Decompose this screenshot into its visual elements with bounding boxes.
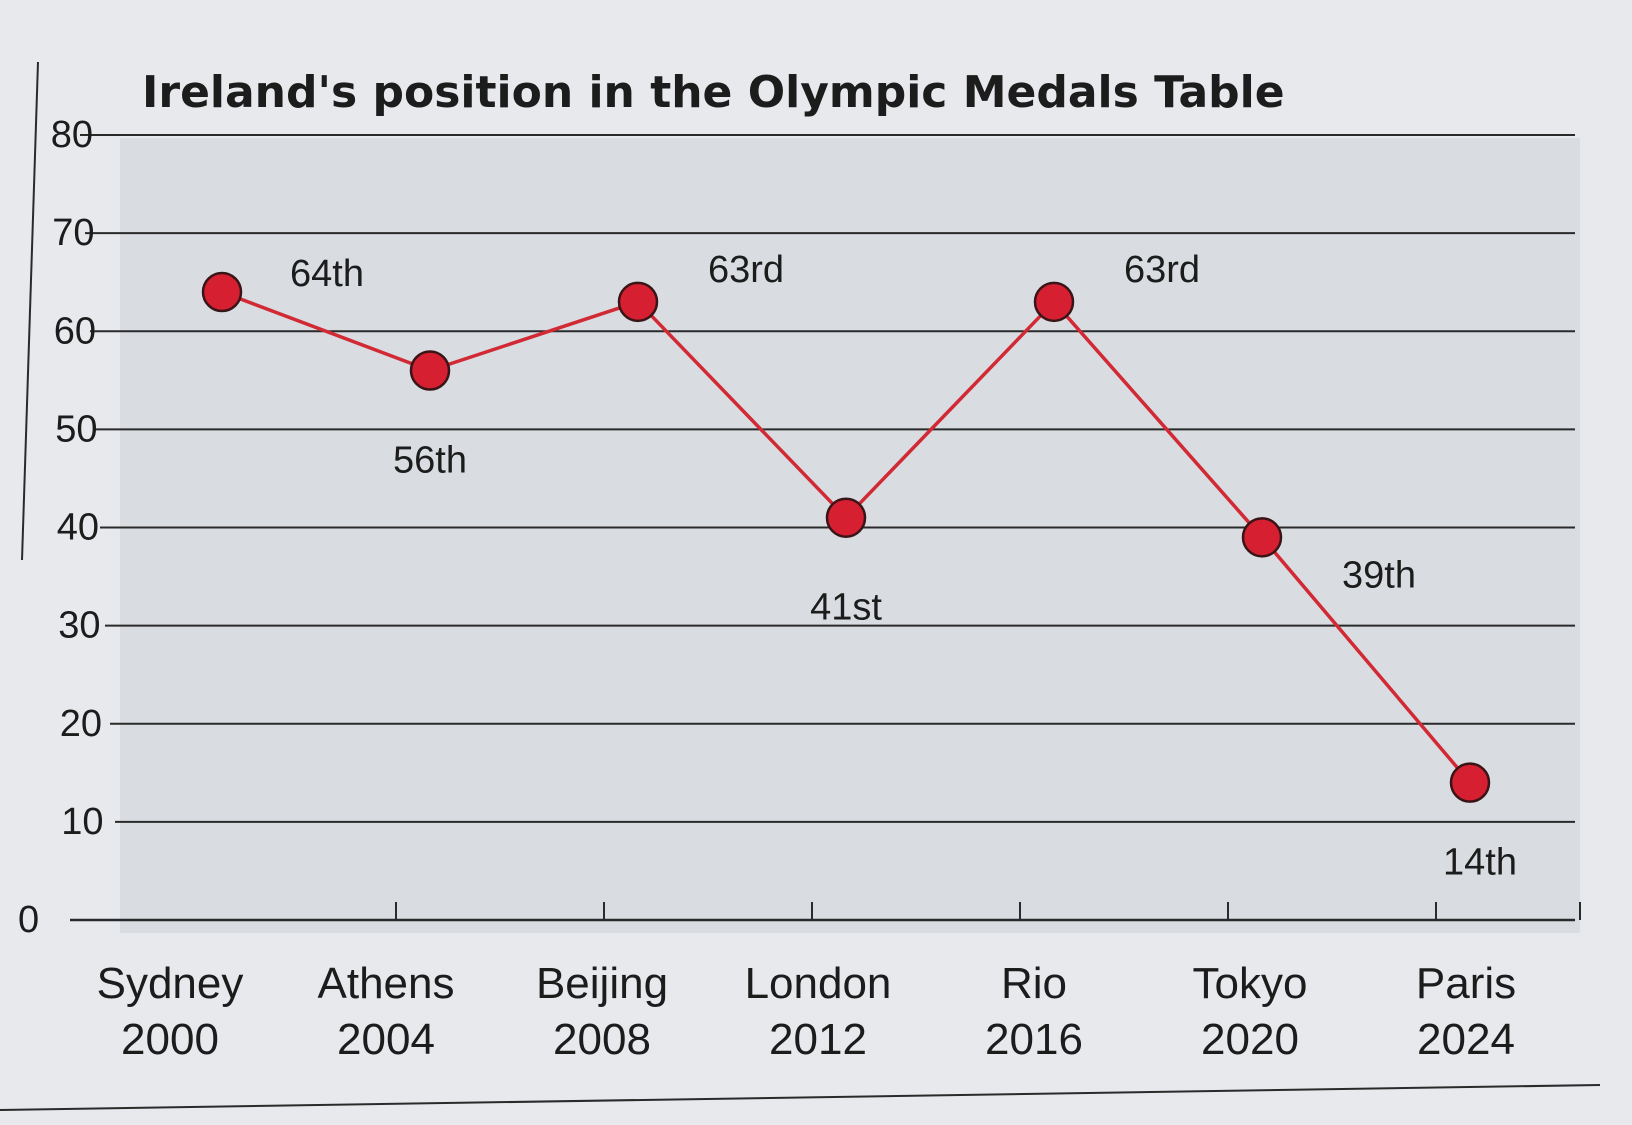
data-label: 63rd [708, 249, 784, 291]
x-tick-label: Tokyo [1193, 959, 1308, 1008]
data-label: 39th [1342, 554, 1416, 596]
data-point [1033, 281, 1075, 323]
x-tick-label: Beijing [536, 959, 668, 1008]
data-point [617, 281, 659, 323]
x-tick-year: 2020 [1201, 1015, 1299, 1064]
y-axis-line [21, 61, 39, 561]
x-tick-year: 2000 [121, 1015, 219, 1064]
x-axis-ticks: Sydney 2000 Athens 2004 Beijing 2008 London 201… [97, 902, 1581, 1064]
x-tick-label: London [745, 959, 892, 1008]
data-label: 41st [810, 587, 882, 629]
x-tick-label: Rio [1001, 959, 1067, 1008]
x-tick-year: 2004 [337, 1015, 435, 1064]
data-label: 14th [1443, 842, 1517, 884]
series-points [201, 271, 1491, 803]
y-tick-label: 80 [51, 114, 93, 156]
y-tick-label: 70 [52, 212, 94, 254]
data-label: 64th [290, 253, 364, 295]
x-tick-label: Sydney [97, 959, 244, 1008]
data-labels: 64th 56th 63rd 41st 63rd 39th 14th [290, 249, 1517, 884]
y-tick-label: 0 [18, 899, 39, 941]
data-point [409, 350, 451, 391]
x-tick-label: Paris [1416, 959, 1516, 1008]
y-tick-label: 40 [57, 507, 99, 549]
x-tick-year: 2008 [553, 1015, 651, 1064]
gridlines [70, 134, 1575, 922]
y-tick-label: 50 [55, 408, 97, 450]
x-tick-year: 2012 [769, 1015, 867, 1064]
chart-title: Ireland's position in the Olympic Medals… [142, 67, 1285, 118]
data-point [1449, 762, 1491, 803]
x-tick-year: 2024 [1417, 1015, 1515, 1064]
data-label: 56th [393, 440, 467, 482]
data-point [201, 271, 243, 313]
y-tick-label: 60 [54, 310, 96, 352]
y-axis-ticks: 0 10 20 30 40 50 60 70 80 [18, 114, 104, 941]
y-tick-label: 10 [61, 801, 103, 843]
y-tick-label: 20 [60, 703, 102, 745]
page-rule [0, 1084, 1601, 1111]
y-tick-label: 30 [58, 605, 100, 647]
x-tick-label: Athens [318, 959, 455, 1008]
x-tick-year: 2016 [985, 1015, 1083, 1064]
data-label: 63rd [1124, 249, 1200, 291]
data-point [1241, 517, 1283, 558]
data-point [825, 497, 867, 538]
